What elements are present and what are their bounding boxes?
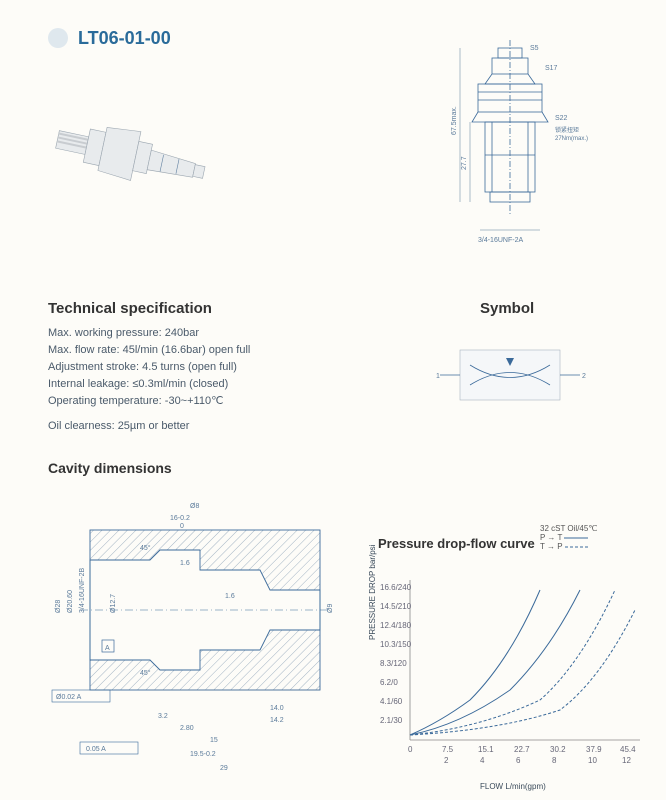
cavity-heading: Cavity dimensions — [48, 460, 172, 476]
svg-text:12.4/180: 12.4/180 — [380, 621, 412, 630]
symbol-heading: Symbol — [480, 300, 534, 317]
symbol-port2: 2 — [582, 373, 586, 380]
x-ticks: 0 7.5 15.1 22.7 30.2 37.9 45.4 2 4 6 8 1… — [408, 745, 636, 765]
tech-spec-list: Max. working pressure: 240bar Max. flow … — [48, 325, 250, 435]
dim-thread: 3/4-16UNF-2A — [478, 237, 523, 244]
torque-label: 锁紧扭矩27Nm(max.) — [555, 126, 588, 142]
tech-spec-heading: Technical specification — [48, 300, 212, 317]
svg-text:6.2/0: 6.2/0 — [380, 678, 398, 687]
dim-s5: S5 — [530, 45, 539, 52]
y-ticks: 16.6/240 14.5/210 12.4/180 10.3/150 8.3/… — [380, 583, 412, 725]
svg-text:30.2: 30.2 — [550, 745, 566, 754]
bullet-icon — [48, 28, 68, 48]
svg-text:8.3/120: 8.3/120 — [380, 659, 407, 668]
product-drawing — [40, 100, 240, 220]
dim-dia127: Ø12.7 — [110, 594, 117, 613]
chart-heading: Pressure drop-flow curve — [378, 536, 535, 551]
symbol-diagram: 1 2 — [430, 340, 590, 410]
svg-text:37.9: 37.9 — [586, 745, 602, 754]
tol-005: 0.05 A — [86, 746, 106, 753]
svg-text:0: 0 — [408, 745, 413, 754]
legend-oil: 32 cST Oil/45℃ — [540, 524, 597, 533]
dim-depth160: 16-0.2 — [170, 515, 190, 522]
spec-line: Operating temperature: -30~+110℃ — [48, 393, 250, 410]
svg-text:4: 4 — [480, 756, 485, 765]
chart-ylabel: PRESSURE DROP bar/psi — [368, 545, 377, 640]
legend-pt: P → T — [540, 533, 597, 542]
spec-line: Internal leakage: ≤0.3ml/min (closed) — [48, 376, 250, 393]
dim-16a: 1.6 — [180, 560, 190, 567]
svg-text:2: 2 — [444, 756, 449, 765]
dim-140: 14.0 — [270, 705, 284, 712]
svg-text:6: 6 — [516, 756, 521, 765]
chart-legend: 32 cST Oil/45℃ P → T T → P — [540, 524, 597, 551]
svg-text:12: 12 — [622, 756, 631, 765]
dim-dia2060: Ø20.60 — [67, 590, 74, 613]
dim-dia8: Ø8 — [190, 503, 199, 510]
dim-16b: 1.6 — [225, 593, 235, 600]
svg-text:22.7: 22.7 — [514, 745, 530, 754]
spec-line: Max. flow rate: 45l/min (16.6bar) open f… — [48, 342, 250, 359]
dim-h-lower: 27.7 — [461, 156, 468, 170]
spec-line: Adjustment stroke: 4.5 turns (open full) — [48, 359, 250, 376]
dim-h-total: 67.5max. — [451, 106, 458, 135]
dim-29: 29 — [220, 765, 228, 772]
dim-zero: 0 — [180, 523, 184, 530]
dim-s22: S22 — [555, 115, 568, 122]
symbol-port1: 1 — [436, 373, 440, 380]
chart-xlabel: FLOW L/min(gpm) — [480, 782, 546, 791]
dim-dia28: Ø28 — [55, 600, 62, 613]
dim-45a: 45° — [140, 544, 151, 552]
dim-15: 15 — [210, 737, 218, 744]
svg-text:8: 8 — [552, 756, 557, 765]
spec-oil: Oil clearness: 25µm or better — [48, 418, 250, 435]
svg-text:10: 10 — [588, 756, 597, 765]
svg-text:4.1/60: 4.1/60 — [380, 697, 403, 706]
curves — [410, 590, 635, 735]
dim-45b: 45° — [140, 669, 151, 677]
legend-tp: T → P — [540, 542, 597, 551]
svg-text:2.1/30: 2.1/30 — [380, 716, 403, 725]
svg-text:45.4: 45.4 — [620, 745, 636, 754]
dim-32: 3.2 — [158, 713, 168, 720]
tol-002: Ø0.02 A — [56, 694, 82, 701]
dim-280: 2.80 — [180, 725, 194, 732]
dim-142: 14.2 — [270, 717, 284, 724]
spec-line: Max. working pressure: 240bar — [48, 325, 250, 342]
svg-text:16.6/240: 16.6/240 — [380, 583, 412, 592]
pressure-flow-chart: 16.6/240 14.5/210 12.4/180 10.3/150 8.3/… — [380, 560, 650, 780]
dim-195: 19.5-0.2 — [190, 751, 216, 758]
technical-drawing: S5 S17 S22 锁紧扭矩27Nm(max.) 67.5max. 27.7 … — [400, 40, 620, 260]
svg-text:7.5: 7.5 — [442, 745, 454, 754]
part-number: LT06-01-00 — [78, 28, 171, 49]
svg-text:14.5/210: 14.5/210 — [380, 602, 412, 611]
dim-s17: S17 — [545, 65, 558, 72]
datum-a: A — [105, 645, 110, 652]
dim-thread2b: 3/4-16UNF-2B — [79, 568, 86, 613]
dim-dia9: Ø9 — [327, 604, 334, 613]
cavity-drawing: Ø8 16-0.2 0 Ø28 Ø20.60 3/4-16UNF-2B Ø12.… — [40, 490, 350, 780]
svg-text:10.3/150: 10.3/150 — [380, 640, 412, 649]
svg-text:15.1: 15.1 — [478, 745, 494, 754]
